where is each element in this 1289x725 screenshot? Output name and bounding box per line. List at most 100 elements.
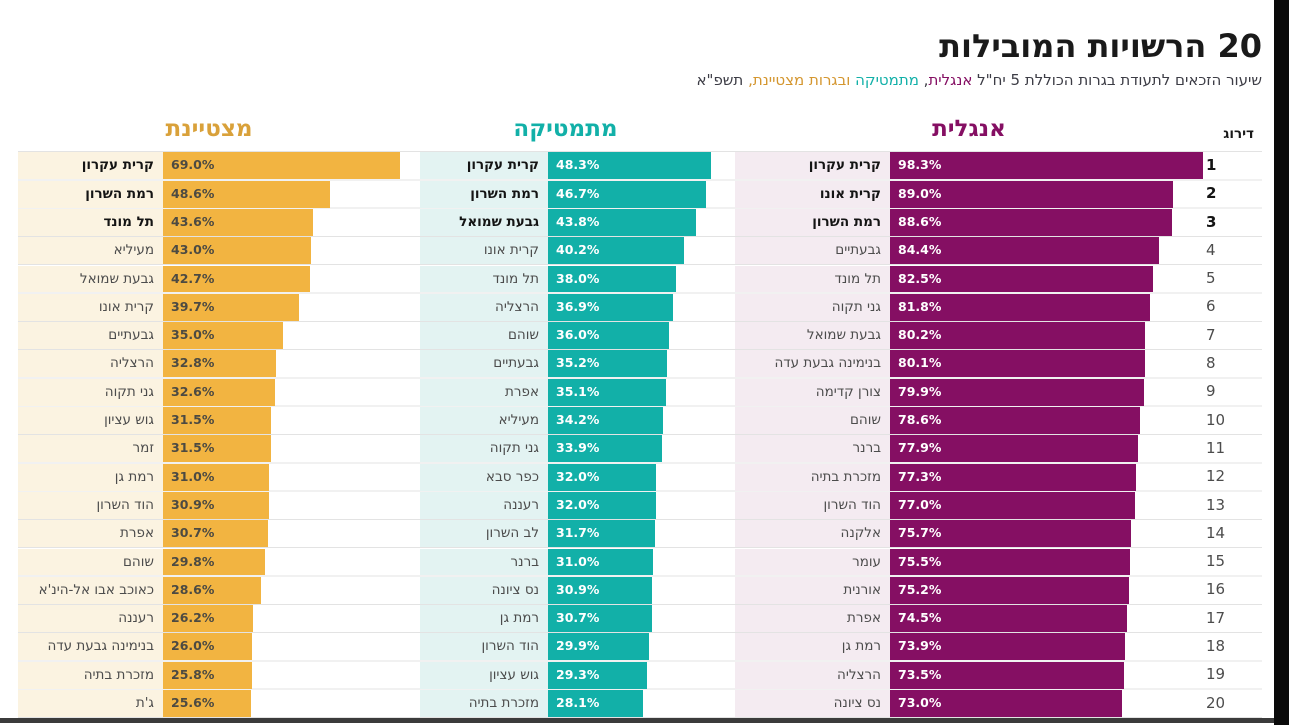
bar-track: 43.8%: [548, 208, 711, 236]
value-bar: 73.9%: [890, 633, 1126, 661]
value-label: 84.4%: [898, 242, 942, 258]
bar-track: 32.6%: [163, 378, 400, 406]
value-bar: 36.0%: [548, 322, 670, 350]
value-bar: 88.6%: [890, 208, 1173, 236]
municipality-label: גבעתיים: [420, 350, 548, 378]
municipality-label: בנימינה גבעת עדה: [735, 350, 890, 378]
value-bar: 30.7%: [548, 605, 652, 633]
value-label: 73.9%: [898, 638, 942, 654]
value-label: 78.6%: [898, 412, 942, 428]
municipality-label: לב השרון: [420, 520, 548, 548]
municipality-label: שוהם: [420, 322, 548, 350]
chart-row: גוש עציון 29.3%: [420, 660, 711, 689]
municipality-label: נס ציונה: [735, 689, 890, 717]
value-label: 26.2%: [171, 610, 215, 626]
chart-row: הרצליה 73.5%: [735, 660, 1203, 689]
municipality-name: הוד השרון: [823, 496, 881, 513]
municipality-name: הרצליה: [110, 355, 154, 372]
chart-row: גבעתיים 35.0%: [18, 321, 400, 350]
value-bar: 26.0%: [163, 633, 253, 661]
column-header-excellence: מצטיינת: [165, 116, 253, 142]
municipality-name: שוהם: [507, 327, 539, 344]
rank-number: 11: [1206, 438, 1226, 457]
rank-number: 3: [1206, 212, 1217, 231]
municipality-name: ג'ת: [135, 694, 154, 711]
chart-row: תל מונד 82.5%: [735, 264, 1203, 293]
chart-row: רמת גן 30.7%: [420, 604, 711, 633]
municipality-name: רמת השרון: [470, 185, 539, 202]
chart-row: מזכרת בתיה 28.1%: [420, 689, 711, 717]
subtitle-segment: אנגלית: [928, 70, 973, 89]
value-label: 74.5%: [898, 610, 942, 626]
municipality-name: הרצליה: [837, 666, 881, 683]
municipality-name: תל מונד: [492, 270, 539, 287]
municipality-label: ברנר: [735, 435, 890, 463]
chart-row: בנימינה גבעת עדה 80.1%: [735, 349, 1203, 378]
value-bar: 35.1%: [548, 378, 667, 406]
municipality-label: קרית אונו: [735, 180, 890, 208]
chart-row: גבעתיים 84.4%: [735, 236, 1203, 265]
value-label: 89.0%: [898, 185, 942, 201]
municipality-name: רמת גן: [114, 468, 154, 485]
column-header-math: מתמטיקה: [513, 116, 618, 142]
municipality-label: שוהם: [18, 548, 163, 576]
value-bar: 89.0%: [890, 180, 1174, 208]
value-bar: 31.0%: [548, 548, 653, 576]
value-bar: 75.7%: [890, 520, 1132, 548]
chart-row: מזכרת בתיה 25.8%: [18, 660, 400, 689]
chart-row: שוהם 36.0%: [420, 321, 711, 350]
chart-header: 20 הרשויות המובילות שיעור הזכאים לתעודת …: [697, 28, 1262, 91]
value-bar: 75.5%: [890, 548, 1131, 576]
value-bar: 30.9%: [163, 491, 270, 519]
chart-row: ברנר 31.0%: [420, 547, 711, 576]
value-label: 38.0%: [556, 270, 600, 286]
bar-track: 31.0%: [548, 548, 711, 576]
column-header-english: אנגלית: [932, 116, 1006, 142]
bar-track: 31.0%: [163, 463, 400, 491]
bar-track: 35.1%: [548, 378, 711, 406]
municipality-label: הוד השרון: [420, 633, 548, 661]
value-label: 77.3%: [898, 468, 942, 484]
chart-row: קרית אונו 40.2%: [420, 236, 711, 265]
value-label: 29.3%: [556, 666, 600, 682]
bar-track: 75.5%: [890, 548, 1203, 576]
municipality-label: רעננה: [420, 491, 548, 519]
chart-row: שוהם 78.6%: [735, 406, 1203, 434]
value-label: 33.9%: [556, 440, 600, 456]
municipality-label: רמת גן: [420, 605, 548, 633]
bar-track: 29.3%: [548, 661, 711, 689]
municipality-label: רמת גן: [735, 633, 890, 661]
value-label: 80.1%: [898, 355, 942, 371]
value-bar: 25.8%: [163, 661, 252, 689]
municipality-name: תל מונד: [103, 213, 154, 230]
municipality-name: גבעתיים: [108, 327, 154, 344]
municipality-name: עומר: [852, 553, 881, 570]
bar-track: 39.7%: [163, 293, 400, 321]
municipality-name: נס ציונה: [491, 581, 539, 598]
bar-track: 28.1%: [548, 689, 711, 717]
municipality-name: גני תקוה: [489, 440, 539, 457]
chart-row: קרית עקרון 69.0%: [18, 151, 400, 180]
value-label: 29.8%: [171, 553, 215, 569]
subtitle-segment: שיעור הזכאים לתעודת בגרות הכוללת 5 יח"ל: [972, 70, 1262, 89]
value-bar: 77.0%: [890, 491, 1136, 519]
bar-track: 29.9%: [548, 633, 711, 661]
value-label: 75.5%: [898, 553, 942, 569]
bar-track: 81.8%: [890, 293, 1203, 321]
municipality-name: מזכרת בתיה: [83, 666, 154, 683]
municipality-label: גבעת שמואל: [735, 322, 890, 350]
chart-row: עומר 75.5%: [735, 547, 1203, 576]
rank-number: 17: [1206, 608, 1226, 627]
municipality-name: מזכרת בתיה: [468, 694, 539, 711]
bar-track: 31.5%: [163, 435, 400, 463]
value-bar: 79.9%: [890, 378, 1145, 406]
bar-track: 43.0%: [163, 237, 400, 265]
municipality-label: תל מונד: [420, 265, 548, 293]
municipality-name: גוש עציון: [104, 412, 154, 429]
value-label: 31.5%: [171, 440, 215, 456]
municipality-label: רמת השרון: [420, 180, 548, 208]
chart-row: רעננה 26.2%: [18, 604, 400, 633]
value-bar: 77.9%: [890, 435, 1139, 463]
value-bar: 30.9%: [548, 576, 653, 604]
